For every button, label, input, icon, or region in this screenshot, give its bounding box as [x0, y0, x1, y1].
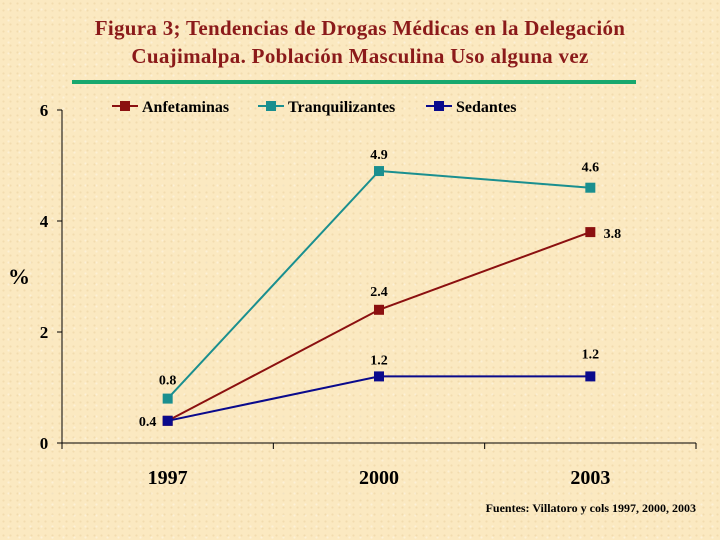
legend-marker: [120, 101, 130, 111]
legend-label: Tranquilizantes: [288, 99, 395, 116]
chart-title-line-2: Cuajimalpa. Población Masculina Uso algu…: [131, 44, 589, 68]
data-label: 0.4: [139, 415, 157, 430]
legend-marker: [434, 101, 444, 111]
y-axis-label: %: [8, 264, 30, 289]
data-point-anfetaminas: [585, 227, 596, 238]
chart-title: Figura 3; Tendencias de Drogas Médicas e…: [0, 14, 720, 70]
data-point-tranquilizantes: [374, 166, 384, 177]
data-point-tranquilizantes: [162, 393, 173, 404]
data-label: 3.8: [604, 227, 622, 242]
x-tick-label: 2000: [359, 467, 399, 489]
x-tick-label: 2003: [570, 467, 610, 489]
series-line-sedantes: [167, 375, 591, 422]
data-label: 4.6: [582, 161, 600, 176]
data-point-sedantes: [585, 371, 596, 382]
data-label: 0.8: [159, 374, 177, 389]
y-tick-label: 0: [40, 434, 49, 453]
source-note: Fuentes: Villatoro y cols 1997, 2000, 20…: [485, 501, 696, 515]
chart-title-line-1: Figura 3; Tendencias de Drogas Médicas e…: [94, 16, 626, 40]
x-tick-label: 1997: [148, 467, 188, 489]
data-point-anfetaminas: [374, 304, 384, 315]
data-label: 4.9: [370, 148, 388, 163]
data-point-sedantes: [162, 415, 173, 426]
data-label: 2.4: [370, 285, 388, 300]
y-tick-label: 6: [40, 101, 49, 120]
legend-label: Anfetaminas: [142, 99, 229, 116]
data-point-sedantes: [374, 371, 384, 382]
legend-marker: [266, 101, 276, 111]
y-tick-label: 2: [40, 323, 49, 342]
data-label: 1.2: [582, 347, 600, 362]
data-label: 1.2: [370, 353, 388, 368]
series-line-anfetaminas: [167, 231, 591, 422]
title-underline: [72, 80, 636, 84]
legend-label: Sedantes: [456, 99, 516, 116]
y-tick-label: 4: [40, 212, 49, 231]
data-point-tranquilizantes: [585, 182, 596, 193]
